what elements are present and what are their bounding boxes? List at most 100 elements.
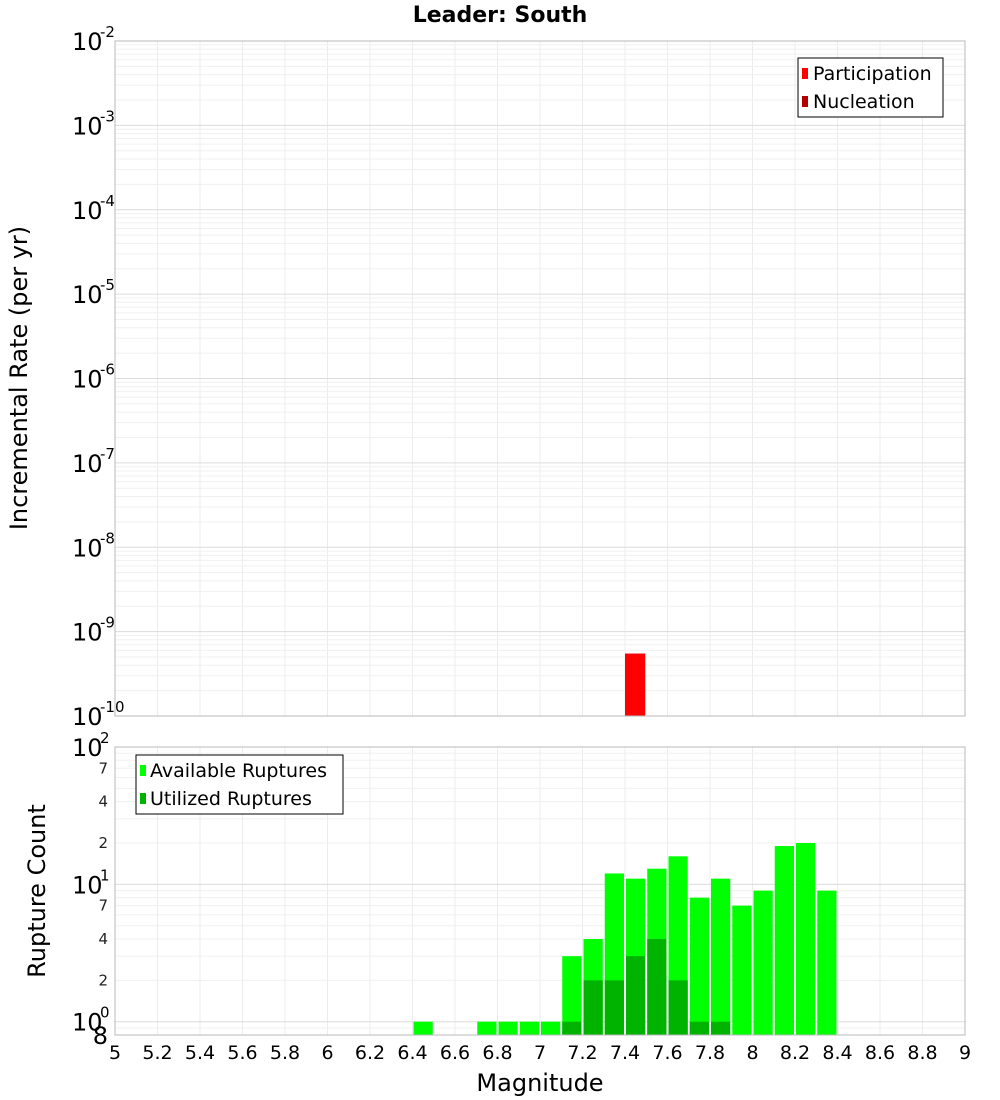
bar-available-ruptures-7-95 <box>732 905 752 1035</box>
top-y-axis-label: Incremental Rate (per yr) <box>5 226 33 530</box>
x-tick-5: 5 <box>109 1042 121 1064</box>
bottom-y-tick-2: 102 <box>72 729 110 762</box>
bar-available-ruptures-7-05 <box>541 1021 561 1035</box>
x-tick-6: 6 <box>321 1042 333 1064</box>
bar-available-ruptures-6-95 <box>519 1021 539 1035</box>
legend-swatch-nucleation <box>802 96 808 107</box>
bottom-legend-box <box>135 754 344 815</box>
tick-exponent: -4 <box>100 192 115 210</box>
x-tick-labels: 5 5.2 5.4 5.6 5.8 6 6.2 6.4 6.6 6.8 7 7.2 7.4 7.6 7.8 8… <box>109 1042 971 1064</box>
tick-base: 10 <box>72 871 103 899</box>
tick-exponent: 2 <box>100 729 110 747</box>
top-bars <box>625 653 646 716</box>
tick-exponent: -10 <box>100 698 125 716</box>
bottom-plot-frame <box>114 746 966 1036</box>
x-tick-6-4: 6.4 <box>397 1042 427 1064</box>
x-tick-6-6: 6.6 <box>440 1042 470 1064</box>
bar-available-ruptures-8-25 <box>796 843 816 1035</box>
tick-exponent: -2 <box>100 23 115 41</box>
bar-available-ruptures-6-75 <box>477 1021 497 1035</box>
bar-utilized-ruptures-7-75 <box>689 1021 709 1035</box>
x-tick-8-8: 8.8 <box>907 1042 937 1064</box>
top-y-tick-neg4: 10-4 <box>72 192 115 225</box>
tick-base: 10 <box>72 703 103 731</box>
tick-exponent: -5 <box>100 276 115 294</box>
top-legend: Participation Nucleation <box>797 57 944 118</box>
tick-base: 10 <box>72 450 103 478</box>
top-y-tick-neg7: 10-7 <box>72 445 115 478</box>
top-bar-participation-7-45 <box>625 653 646 716</box>
bar-available-ruptures-7-15 <box>562 956 582 1035</box>
bar-available-ruptures-7-85 <box>711 878 731 1035</box>
legend-swatch-available-ruptures <box>140 765 146 776</box>
bar-utilized-ruptures-7-45 <box>626 956 646 1035</box>
legend-label-participation: Participation <box>813 63 932 85</box>
bar-utilized-ruptures-7-25 <box>583 980 603 1035</box>
bottom-bars <box>413 843 837 1035</box>
bottom-legend: Available Ruptures Utilized Ruptures <box>135 754 344 815</box>
tick-base: 10 <box>72 28 103 56</box>
x-tick-5-6: 5.6 <box>227 1042 257 1064</box>
legend-label-utilized-ruptures: Utilized Ruptures <box>150 788 312 810</box>
bottom-y-minor-tick: 8 <box>93 1022 108 1050</box>
bottom-y-tick-0: 100 <box>72 1004 110 1037</box>
x-tick-6-2: 6.2 <box>355 1042 385 1064</box>
top-y-tick-neg6: 10-6 <box>72 361 115 394</box>
x-tick-7-6: 7.6 <box>652 1042 682 1064</box>
bar-available-ruptures-6-45 <box>413 1021 433 1035</box>
top-y-tick-neg8: 10-8 <box>72 529 115 562</box>
tick-base: 10 <box>72 281 103 309</box>
bar-available-ruptures-8-15 <box>774 846 794 1035</box>
top-plot-panel: 10-210-310-410-510-610-710-810-910-10 In… <box>5 23 966 731</box>
x-tick-7-4: 7.4 <box>610 1042 640 1064</box>
x-tick-5-2: 5.2 <box>142 1042 172 1064</box>
tick-base: 10 <box>72 197 103 225</box>
tick-base: 10 <box>72 112 103 140</box>
bottom-y-tick-1: 101 <box>72 866 110 899</box>
bottom-y-minor-tick: 4 <box>98 930 108 948</box>
legend-swatch-utilized-ruptures <box>140 793 146 804</box>
bar-utilized-ruptures-7-65 <box>668 980 688 1035</box>
tick-exponent: 0 <box>100 1004 110 1022</box>
x-tick-5-4: 5.4 <box>185 1042 215 1064</box>
top-y-tick-neg2: 10-2 <box>72 23 115 56</box>
tick-exponent: -3 <box>100 107 115 125</box>
tick-base: 10 <box>72 366 103 394</box>
top-y-tick-labels: 10-210-310-410-510-610-710-810-910-10 <box>72 23 125 731</box>
top-legend-box <box>797 57 944 118</box>
top-plot-frame <box>114 40 966 717</box>
x-tick-7: 7 <box>534 1042 546 1064</box>
legend-label-available-ruptures: Available Ruptures <box>150 760 327 782</box>
tick-base: 10 <box>72 1009 103 1037</box>
bar-available-ruptures-6-85 <box>498 1021 518 1035</box>
x-tick-8-6: 8.6 <box>865 1042 895 1064</box>
top-y-tick-neg3: 10-3 <box>72 107 115 140</box>
bar-utilized-ruptures-7-35 <box>604 980 624 1035</box>
x-tick-5-8: 5.8 <box>270 1042 300 1064</box>
bottom-y-minor-tick: 2 <box>98 971 108 989</box>
top-grid <box>114 41 966 717</box>
legend-label-nucleation: Nucleation <box>813 91 915 113</box>
x-tick-8: 8 <box>746 1042 758 1064</box>
tick-exponent: -8 <box>100 529 115 547</box>
tick-base: 10 <box>72 619 103 647</box>
tick-exponent: -6 <box>100 361 115 379</box>
bottom-y-axis-label: Rupture Count <box>23 804 51 978</box>
bar-utilized-ruptures-7-15 <box>562 1021 582 1035</box>
tick-exponent: 1 <box>100 866 110 884</box>
bar-available-ruptures-8-05 <box>753 890 773 1035</box>
top-y-tick-neg5: 10-5 <box>72 276 115 309</box>
bar-available-ruptures-8-35 <box>817 890 837 1035</box>
bar-utilized-ruptures-7-55 <box>647 939 667 1035</box>
legend-swatch-participation <box>802 68 808 79</box>
x-tick-6-8: 6.8 <box>482 1042 512 1064</box>
x-tick-8-4: 8.4 <box>822 1042 852 1064</box>
bottom-y-minor-tick: 7 <box>98 897 108 915</box>
top-y-tick-neg10: 10-10 <box>72 698 125 731</box>
bar-available-ruptures-7-75 <box>689 897 709 1035</box>
x-tick-9: 9 <box>959 1042 971 1064</box>
